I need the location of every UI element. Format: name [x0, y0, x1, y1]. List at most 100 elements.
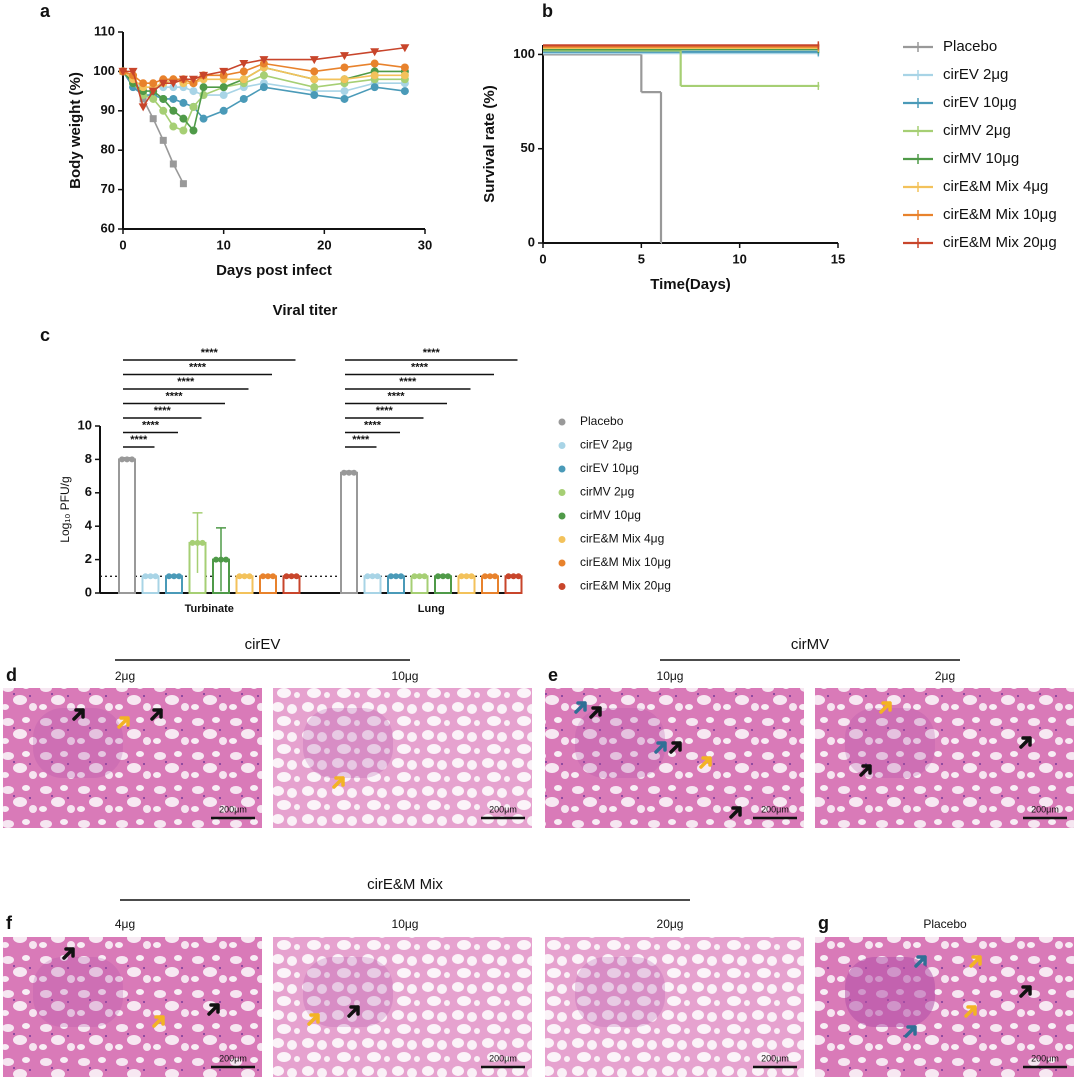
- marker: [310, 83, 319, 92]
- data-point: [341, 469, 347, 476]
- data-point: [388, 573, 394, 580]
- y-tick-label: 90: [101, 102, 115, 117]
- significance-label: ****: [189, 361, 207, 373]
- marker: [340, 94, 349, 103]
- arrow: [964, 1005, 977, 1018]
- arrow: [914, 955, 927, 968]
- data-point: [194, 539, 201, 546]
- legend-label: Placebo: [943, 38, 997, 55]
- data-point: [374, 573, 381, 580]
- legend-label: cirMV 2μg: [580, 485, 634, 499]
- y-tick-label: 4: [85, 518, 93, 533]
- data-point: [482, 573, 488, 580]
- x-tick-label: 5: [638, 251, 645, 266]
- data-point: [246, 573, 253, 580]
- legend-dot: [558, 465, 566, 473]
- histology-image: [545, 937, 804, 1077]
- marker: [370, 48, 380, 57]
- panel-letter: f: [6, 913, 13, 933]
- series-line: [123, 46, 405, 109]
- marker: [370, 83, 379, 92]
- marker: [340, 75, 349, 84]
- data-point: [270, 573, 276, 580]
- data-point: [124, 456, 130, 463]
- significance-label: ****: [423, 347, 441, 359]
- histology: 200μm 200μm 200μm 200μm 200μm 200μm 200μm 200μm: [3, 688, 1074, 1077]
- legend-label: cirEV 10μg: [580, 461, 639, 475]
- marker: [370, 71, 379, 80]
- legend-dot: [558, 418, 566, 426]
- x-tick-label: 10: [732, 251, 746, 266]
- series-line: [122, 70, 405, 132]
- marker: [158, 79, 168, 88]
- marker: [178, 75, 188, 84]
- data-point: [440, 573, 446, 580]
- panel-letter: c: [40, 325, 50, 345]
- dose-label: 10μg: [657, 669, 684, 683]
- data-point: [458, 573, 465, 580]
- y-tick-label: 50: [521, 140, 535, 155]
- marker: [169, 160, 177, 168]
- dose-label: 2μg: [935, 669, 955, 683]
- chart-title: Viral titer: [273, 302, 338, 319]
- legend-label: cirEV 2μg: [943, 66, 1008, 83]
- x-tick-label: 10: [216, 237, 230, 252]
- legend-label: cirMV 2μg: [943, 122, 1011, 139]
- y-tick-label: 100: [513, 46, 535, 61]
- data-point: [176, 573, 182, 580]
- scale-bar-label: 200μm: [219, 1053, 247, 1063]
- panel-letter: d: [6, 665, 17, 685]
- data-point: [142, 573, 149, 580]
- marker: [149, 79, 158, 88]
- marker: [169, 106, 178, 115]
- significance-label: ****: [142, 419, 160, 431]
- significance-label: ****: [399, 376, 417, 388]
- x-tick-label: 15: [831, 251, 845, 266]
- marker: [259, 83, 268, 92]
- y-tick-label: 0: [528, 234, 535, 249]
- group-label: cirE&M Mix: [367, 876, 443, 893]
- x-tick-label: Lung: [418, 603, 445, 615]
- x-tick-label: 20: [317, 237, 331, 252]
- arrow: [699, 756, 712, 769]
- x-axis-label: Days post infect: [216, 262, 332, 279]
- legend-label: cirE&M Mix 4μg: [943, 178, 1048, 195]
- marker: [219, 106, 228, 115]
- data-point: [515, 573, 522, 580]
- arrow: [332, 776, 345, 789]
- data-point: [147, 573, 154, 580]
- arrow: [1019, 985, 1032, 998]
- marker: [128, 67, 138, 76]
- series-line: [122, 66, 405, 88]
- histology-image: [3, 688, 262, 828]
- bar: [340, 471, 358, 595]
- marker: [310, 67, 319, 76]
- y-axis-label: Body weight (%): [67, 72, 84, 189]
- arrow: [152, 1015, 165, 1028]
- marker: [159, 94, 168, 103]
- marker: [400, 87, 409, 96]
- x-tick-label: 30: [418, 237, 432, 252]
- data-point: [236, 573, 243, 580]
- histology-image: [273, 688, 532, 828]
- legend-dot: [558, 536, 566, 543]
- panel-letter: e: [548, 665, 558, 685]
- dose-label: 10μg: [392, 669, 419, 683]
- arrow: [150, 708, 163, 721]
- y-tick-label: 70: [101, 181, 115, 196]
- scale-bar-label: 200μm: [761, 1053, 789, 1063]
- marker: [179, 98, 188, 107]
- significance-label: ****: [177, 376, 195, 388]
- marker: [370, 59, 379, 68]
- group-label: cirMV: [791, 636, 829, 653]
- arrow: [859, 764, 872, 777]
- data-point: [241, 573, 248, 580]
- dose-label: 2μg: [115, 669, 135, 683]
- panel-letter: g: [818, 913, 829, 933]
- legend-label: cirE&M Mix 10μg: [943, 206, 1057, 223]
- data-point: [510, 573, 517, 580]
- x-tick-label: Turbinate: [185, 603, 234, 615]
- data-point: [260, 573, 266, 580]
- significance-label: ****: [376, 405, 394, 417]
- tissue-patch: [303, 708, 393, 778]
